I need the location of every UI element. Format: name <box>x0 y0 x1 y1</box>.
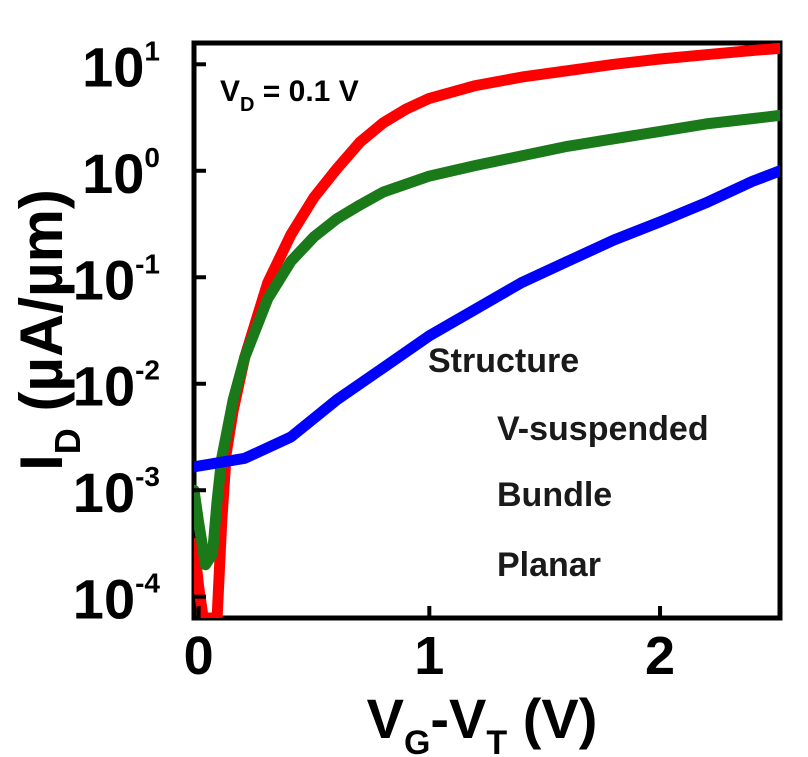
y-tick-label: 10-3 <box>73 461 160 524</box>
series-line-0 <box>194 43 780 618</box>
series-line-1 <box>194 109 780 571</box>
x-tick-label: 1 <box>414 626 444 686</box>
x-tick-labels: 0 1 2 <box>184 626 675 686</box>
y-tick-label: 10-1 <box>73 248 160 311</box>
x-tick-label: 0 <box>184 626 214 686</box>
legend: Structure V-suspended Bundle Planar <box>428 342 709 584</box>
x-axis-label: VG-VT (V) <box>367 687 598 757</box>
legend-entry-bundle: Bundle <box>497 476 612 514</box>
y-tick-label: 100 <box>82 142 160 205</box>
condition-annotation: VD = 0.1 V <box>220 75 359 116</box>
legend-title: Structure <box>428 342 579 380</box>
y-tick-label: 101 <box>82 35 160 98</box>
y-tick-labels: 101 100 10-1 10-2 10-3 10-4 <box>73 35 161 630</box>
tick-layer <box>194 62 663 618</box>
series-line-2 <box>194 165 780 473</box>
x-tick-label: 2 <box>645 626 675 686</box>
plot-frame <box>191 40 783 621</box>
y-tick-label: 10-2 <box>73 355 160 418</box>
y-tick-label: 10-4 <box>73 568 161 631</box>
y-axis-label: ID (µA/µm) <box>8 189 88 471</box>
legend-entry-planar: Planar <box>497 546 601 584</box>
series-layer <box>194 43 780 618</box>
legend-entry-v-suspended: V-suspended <box>497 410 709 448</box>
